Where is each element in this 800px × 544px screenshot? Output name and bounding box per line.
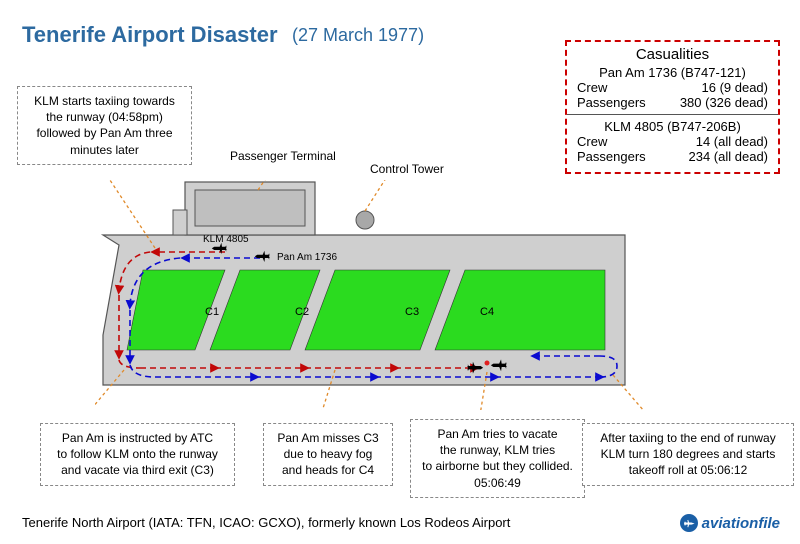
taxiway-c2: C2 bbox=[295, 306, 309, 318]
taxiway-c1: C1 bbox=[205, 306, 219, 318]
footer-text: Tenerife North Airport (IATA: TFN, ICAO:… bbox=[22, 515, 510, 530]
panam-crew-label: Crew bbox=[577, 80, 607, 95]
page-title: Tenerife Airport Disaster bbox=[22, 22, 278, 48]
tower-label: Control Tower bbox=[370, 162, 444, 176]
panam-title: Pan Am 1736 (B747-121) bbox=[577, 65, 768, 80]
panam-pax-label: Passengers bbox=[577, 95, 646, 110]
grass-4 bbox=[435, 270, 605, 350]
note-miss-c3: Pan Am misses C3due to heavy fogand head… bbox=[263, 423, 393, 486]
klm-title: KLM 4805 (B747-206B) bbox=[577, 119, 768, 134]
callout-tower bbox=[365, 180, 388, 211]
control-tower bbox=[356, 211, 374, 229]
panam-pax-val: 380 (326 dead) bbox=[680, 95, 768, 110]
airport-diagram: C1 C2 C3 C4 KLM 4805 P bbox=[95, 180, 655, 410]
casualties-heading: Casualities bbox=[577, 46, 768, 63]
klm-crew-label: Crew bbox=[577, 134, 607, 149]
casualties-box: Casualities Pan Am 1736 (B747-121) Crew 1… bbox=[565, 40, 780, 174]
brand-plane-icon bbox=[680, 514, 698, 532]
collision-point bbox=[485, 361, 490, 366]
brand-label: aviationfile bbox=[702, 515, 780, 532]
terminal-inner bbox=[195, 190, 305, 226]
note-collision: Pan Am tries to vacatethe runway, KLM tr… bbox=[410, 419, 585, 498]
note-klm-taxi: KLM starts taxiing towardsthe runway (04… bbox=[17, 86, 192, 165]
taxiway-c4: C4 bbox=[480, 306, 494, 318]
divider bbox=[567, 114, 778, 115]
panam-crew-val: 16 (9 dead) bbox=[702, 80, 769, 95]
brand: aviationfile bbox=[680, 514, 780, 532]
panam-plane-label: Pan Am 1736 bbox=[277, 252, 337, 263]
klm-crew-val: 14 (all dead) bbox=[696, 134, 768, 149]
taxiway-c3: C3 bbox=[405, 306, 419, 318]
page-date: (27 March 1977) bbox=[292, 25, 424, 46]
klm-plane-label: KLM 4805 bbox=[203, 234, 249, 245]
note-klm-turn: After taxiing to the end of runwayKLM tu… bbox=[582, 423, 794, 486]
terminal-label: Passenger Terminal bbox=[230, 149, 336, 163]
klm-pax-label: Passengers bbox=[577, 149, 646, 164]
klm-pax-val: 234 (all dead) bbox=[689, 149, 769, 164]
note-atc-instruct: Pan Am is instructed by ATCto follow KLM… bbox=[40, 423, 235, 486]
